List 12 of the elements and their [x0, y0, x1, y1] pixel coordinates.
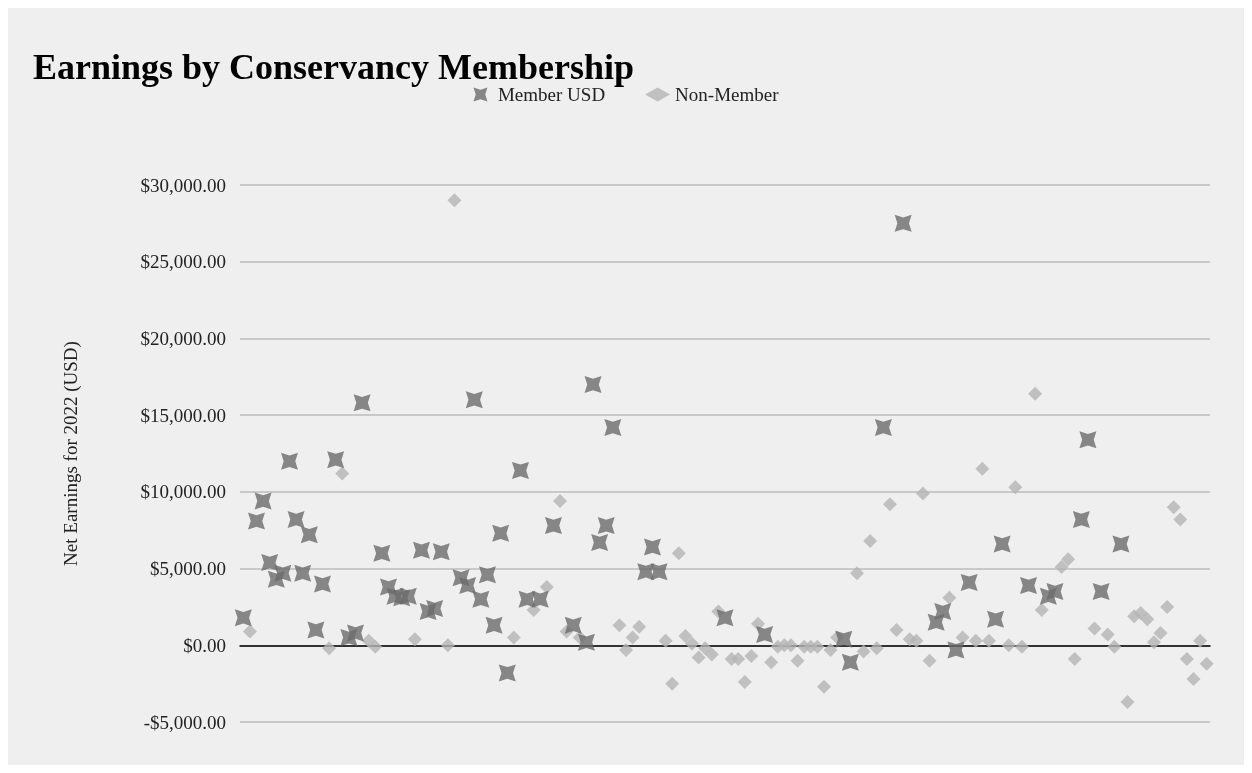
y-tick-label: $25,000.00 [140, 251, 226, 273]
y-axis-title: Net Earnings for 2022 (USD) [60, 341, 82, 566]
y-tick-label: $30,000.00 [140, 174, 226, 196]
y-tick-label: -$5,000.00 [143, 711, 226, 733]
legend-label: Member USD [497, 84, 606, 105]
y-tick-label: $20,000.00 [140, 327, 226, 349]
y-tick-label: $5,000.00 [150, 558, 226, 580]
chart-title: Earnings by Conservancy Membership [33, 47, 635, 87]
y-tick-label: $15,000.00 [140, 404, 226, 426]
y-tick-label: $0.00 [183, 634, 226, 656]
y-tick-label: $10,000.00 [140, 481, 226, 503]
legend-label: Non-Member [675, 84, 780, 105]
